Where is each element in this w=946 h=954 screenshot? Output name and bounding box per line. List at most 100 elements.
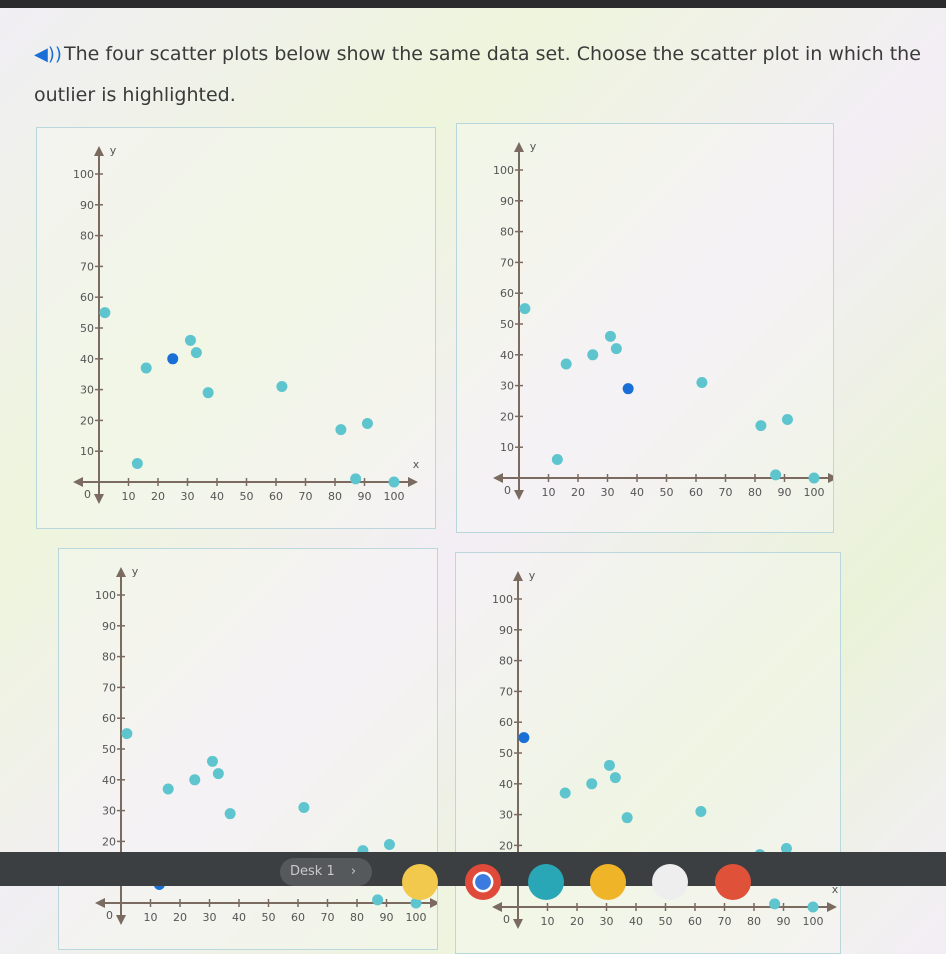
scatter-plot-option-4[interactable]: 1020304050607080901001020304050607080901… xyxy=(455,552,841,954)
x-tick-label: 90 xyxy=(778,486,792,499)
x-tick-label: 70 xyxy=(321,911,335,924)
x-tick-label: 20 xyxy=(570,915,584,928)
classroom-icon[interactable] xyxy=(402,864,438,900)
x-tick-label: 20 xyxy=(571,486,585,499)
data-point xyxy=(335,424,346,435)
y-axis-arrow-icon xyxy=(94,146,104,156)
y-tick-label: 40 xyxy=(102,774,116,787)
data-point xyxy=(696,377,707,388)
y-axis-down-arrow-icon xyxy=(116,915,126,925)
y-tick-label: 10 xyxy=(500,441,514,454)
y-tick-label: 40 xyxy=(499,778,513,791)
y-axis-label: y xyxy=(529,569,536,582)
y-axis-label: y xyxy=(132,565,139,578)
origin-label: 0 xyxy=(504,484,511,497)
y-tick-label: 90 xyxy=(500,195,514,208)
data-point xyxy=(350,473,361,484)
x-axis-left-arrow-icon xyxy=(493,473,503,483)
data-point xyxy=(782,414,793,425)
y-tick-label: 30 xyxy=(500,380,514,393)
data-point xyxy=(561,359,572,370)
question-text: ◀))The four scatter plots below show the… xyxy=(34,34,934,115)
x-axis-left-arrow-icon xyxy=(95,898,105,908)
desk-switcher[interactable]: Desk 1 › xyxy=(280,858,372,886)
data-point xyxy=(622,812,633,823)
y-tick-label: 90 xyxy=(80,199,94,212)
speaker-icon[interactable]: ◀)) xyxy=(34,35,64,75)
y-tick-label: 80 xyxy=(80,230,94,243)
slides-icon[interactable] xyxy=(528,864,564,900)
x-tick-label: 30 xyxy=(181,490,195,503)
y-tick-label: 90 xyxy=(499,624,513,637)
data-point xyxy=(755,420,766,431)
scatter-plot-svg: 1020304050607080901001020304050607080901… xyxy=(59,549,437,949)
x-tick-label: 40 xyxy=(210,490,224,503)
keep-icon[interactable] xyxy=(590,864,626,900)
x-tick-label: 50 xyxy=(660,486,674,499)
origin-label: 0 xyxy=(84,488,91,501)
x-tick-label: 10 xyxy=(122,490,136,503)
x-tick-label: 70 xyxy=(299,490,313,503)
y-tick-label: 70 xyxy=(102,681,116,694)
x-tick-label: 30 xyxy=(600,915,614,928)
x-tick-label: 80 xyxy=(350,911,364,924)
origin-label: 0 xyxy=(503,913,510,926)
y-axis-down-arrow-icon xyxy=(514,490,524,500)
chrome-icon[interactable] xyxy=(465,864,501,900)
y-tick-label: 10 xyxy=(80,445,94,458)
top-bar xyxy=(0,0,946,8)
data-point xyxy=(809,473,820,484)
data-point xyxy=(203,387,214,398)
x-tick-label: 100 xyxy=(803,915,824,928)
highlighted-data-point xyxy=(167,353,178,364)
y-axis-arrow-icon xyxy=(513,571,523,581)
data-point xyxy=(695,806,706,817)
data-point xyxy=(560,788,571,799)
data-point xyxy=(611,343,622,354)
x-tick-label: 100 xyxy=(406,911,427,924)
x-tick-label: 60 xyxy=(269,490,283,503)
x-tick-label: 90 xyxy=(380,911,394,924)
x-tick-label: 10 xyxy=(542,486,556,499)
x-tick-label: 60 xyxy=(688,915,702,928)
y-axis-arrow-icon xyxy=(116,567,126,577)
x-axis-arrow-icon xyxy=(828,473,833,483)
data-point xyxy=(121,728,132,739)
y-axis-down-arrow-icon xyxy=(513,919,523,929)
data-point xyxy=(141,363,152,374)
x-tick-label: 10 xyxy=(144,911,158,924)
chevron-right-icon: › xyxy=(351,864,356,879)
x-tick-label: 50 xyxy=(240,490,254,503)
question-label: The four scatter plots below show the sa… xyxy=(34,43,921,106)
y-tick-label: 50 xyxy=(102,743,116,756)
data-point xyxy=(132,458,143,469)
y-tick-label: 100 xyxy=(95,589,116,602)
y-tick-label: 40 xyxy=(500,349,514,362)
y-tick-label: 70 xyxy=(499,685,513,698)
scatter-plot-svg: 1020304050607080901001020304050607080901… xyxy=(456,553,840,953)
data-point xyxy=(552,454,563,465)
x-tick-label: 40 xyxy=(232,911,246,924)
x-axis-arrow-icon xyxy=(408,477,418,487)
highlighted-data-point xyxy=(518,732,529,743)
scatter-plot-option-3[interactable]: 1020304050607080901001020304050607080901… xyxy=(58,548,438,950)
y-tick-label: 30 xyxy=(102,805,116,818)
data-point xyxy=(191,347,202,358)
y-tick-label: 60 xyxy=(500,287,514,300)
data-point xyxy=(189,774,200,785)
app-icon[interactable] xyxy=(715,864,751,900)
data-point xyxy=(605,331,616,342)
x-tick-label: 90 xyxy=(777,915,791,928)
y-tick-label: 20 xyxy=(499,839,513,852)
x-axis-arrow-icon xyxy=(827,902,837,912)
x-axis-left-arrow-icon xyxy=(492,902,502,912)
x-axis-label: x xyxy=(413,458,420,471)
y-tick-label: 30 xyxy=(80,384,94,397)
play-store-icon[interactable] xyxy=(652,864,688,900)
y-tick-label: 20 xyxy=(500,410,514,423)
y-tick-label: 60 xyxy=(499,716,513,729)
x-tick-label: 30 xyxy=(601,486,615,499)
data-point xyxy=(389,477,400,488)
